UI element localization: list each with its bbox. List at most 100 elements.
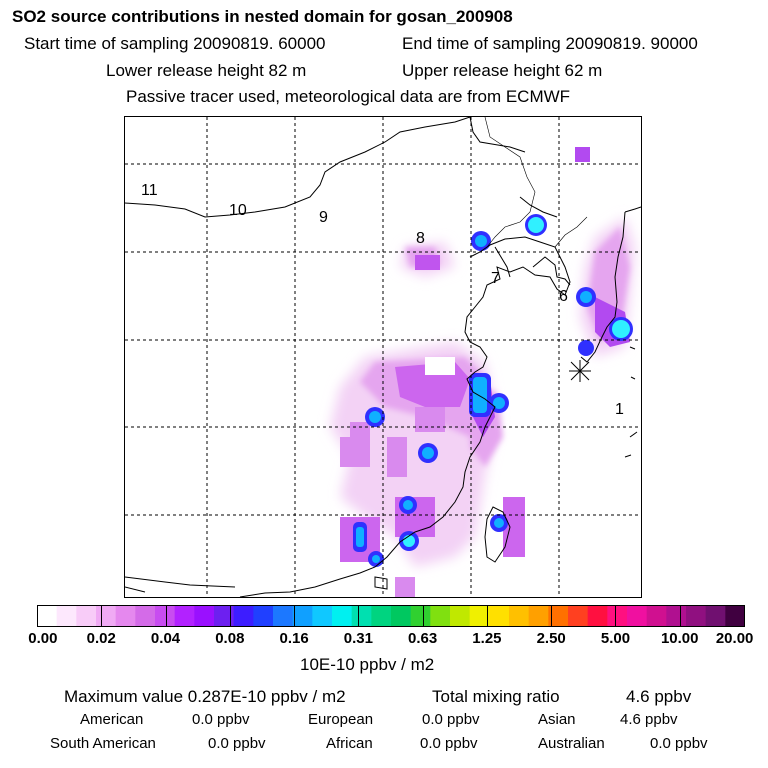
receptor-star-icon <box>569 360 591 382</box>
colorbar-swatch <box>37 605 58 627</box>
map-svg: 11 10 9 8 7 6 1 <box>125 117 641 597</box>
colorbar-swatch <box>76 605 97 627</box>
hot-spots <box>353 214 633 567</box>
source-australian-label: Australian <box>538 735 605 752</box>
hot-spot <box>580 291 592 303</box>
colorbar-frame <box>37 605 745 627</box>
colorbar-tick-label: 0.16 <box>279 630 309 647</box>
colorbar-swatch <box>489 605 510 627</box>
colorbar-swatch <box>430 605 451 627</box>
colorbar-units: 10E-10 ppbv / m2 <box>300 655 435 674</box>
start-time: Start time of sampling 20090819. 60000 <box>24 34 326 53</box>
hot-spot <box>578 340 594 356</box>
colorbar-swatch <box>587 605 608 627</box>
colorbar-tick-label: 0.02 <box>86 630 116 647</box>
hot-spot <box>372 555 380 563</box>
colorbar-swatch <box>194 605 215 627</box>
colorbar-swatch <box>96 605 117 627</box>
colorbar-swatch <box>548 605 569 627</box>
colorbar-swatch <box>509 605 530 627</box>
hot-spot <box>493 397 505 409</box>
region-label: 11 <box>141 182 158 199</box>
colorbar-swatch <box>686 605 707 627</box>
total-mixing-ratio-value: 4.6 ppbv <box>626 687 692 706</box>
colorbar-tick-label: 0.04 <box>150 630 181 647</box>
region-label: 7 <box>491 270 500 287</box>
source-african-label: African <box>326 735 373 752</box>
colorbar-svg <box>37 605 746 627</box>
plot-title: SO2 source contributions in nested domai… <box>12 7 513 26</box>
colorbar-swatch <box>253 605 274 627</box>
coastlines <box>125 117 641 597</box>
colorbar <box>37 605 746 627</box>
hot-spot <box>528 217 544 233</box>
colorbar-swatch <box>450 605 471 627</box>
colorbar-swatch <box>312 605 333 627</box>
source-american-value: 0.0 ppbv <box>192 711 250 728</box>
colorbar-swatch <box>725 605 746 627</box>
region-label: 6 <box>559 288 568 305</box>
colorbar-swatch <box>568 605 589 627</box>
colorbar-swatch <box>155 605 176 627</box>
grid-lines <box>125 117 641 597</box>
colorbar-swatch <box>607 605 628 627</box>
hot-spot <box>494 518 504 528</box>
colorbar-tick-label: 0.31 <box>343 630 373 647</box>
upper-release-height: Upper release height 62 m <box>402 61 603 80</box>
source-australian-value: 0.0 ppbv <box>650 735 708 752</box>
colorbar-swatch <box>273 605 294 627</box>
colorbar-swatch <box>705 605 726 627</box>
colorbar-swatch <box>135 605 156 627</box>
map-panel: 11 10 9 8 7 6 1 <box>124 116 642 598</box>
source-european-value: 0.0 ppbv <box>422 711 480 728</box>
source-american-label: American <box>80 711 144 728</box>
region-label: 1 <box>615 401 624 418</box>
lower-release-height: Lower release height 82 m <box>106 61 307 80</box>
colorbar-swatch <box>391 605 412 627</box>
colorbar-tick-label: 20.00 <box>715 630 754 647</box>
end-time: End time of sampling 20090819. 90000 <box>402 34 698 53</box>
colorbar-swatch <box>371 605 392 627</box>
borders <box>484 117 588 248</box>
colorbar-swatch <box>410 605 431 627</box>
hot-spot <box>475 235 487 247</box>
colorbar-tick-label: 0.63 <box>408 630 438 647</box>
colorbar-tick-label: 1.25 <box>472 630 502 647</box>
colorbar-tick-label: 10.00 <box>660 630 699 647</box>
colorbar-tick-label: 5.00 <box>600 630 631 647</box>
total-mixing-ratio-label: Total mixing ratio <box>432 687 560 706</box>
colorbar-swatch <box>56 605 77 627</box>
source-asian-label: Asian <box>538 711 576 728</box>
colorbar-swatch <box>351 605 372 627</box>
maximum-value: Maximum value 0.287E-10 ppbv / m2 <box>64 687 346 706</box>
colorbar-swatch <box>174 605 195 627</box>
colorbar-swatch <box>115 605 136 627</box>
colorbar-swatch <box>469 605 490 627</box>
colorbar-swatch <box>627 605 648 627</box>
colorbar-swatch <box>233 605 254 627</box>
colorbar-tick-label: 2.50 <box>536 630 566 647</box>
hot-spot <box>422 447 434 459</box>
colorbar-swatch <box>214 605 235 627</box>
colorbar-swatch <box>646 605 667 627</box>
colorbar-swatch <box>528 605 549 627</box>
hot-spot <box>403 500 413 510</box>
colorbar-swatch <box>292 605 313 627</box>
hot-spot <box>356 527 364 547</box>
colorbar-swatch <box>666 605 687 627</box>
region-label: 8 <box>416 230 425 247</box>
hot-spot <box>369 411 381 423</box>
region-label: 10 <box>229 202 247 219</box>
colorbar-tick-label: 0.00 <box>28 630 58 647</box>
hot-spot <box>612 320 630 338</box>
source-south-american-label: South American <box>50 735 156 752</box>
hot-spot <box>403 535 415 547</box>
source-south-american-value: 0.0 ppbv <box>208 735 266 752</box>
hot-spot <box>473 377 487 413</box>
plot-note: Passive tracer used, meteorological data… <box>126 87 571 106</box>
source-european-label: European <box>308 711 374 728</box>
colorbar-swatch <box>332 605 353 627</box>
colorbar-tick-label: 0.08 <box>215 630 245 647</box>
region-label: 9 <box>319 209 328 226</box>
source-african-value: 0.0 ppbv <box>420 735 478 752</box>
